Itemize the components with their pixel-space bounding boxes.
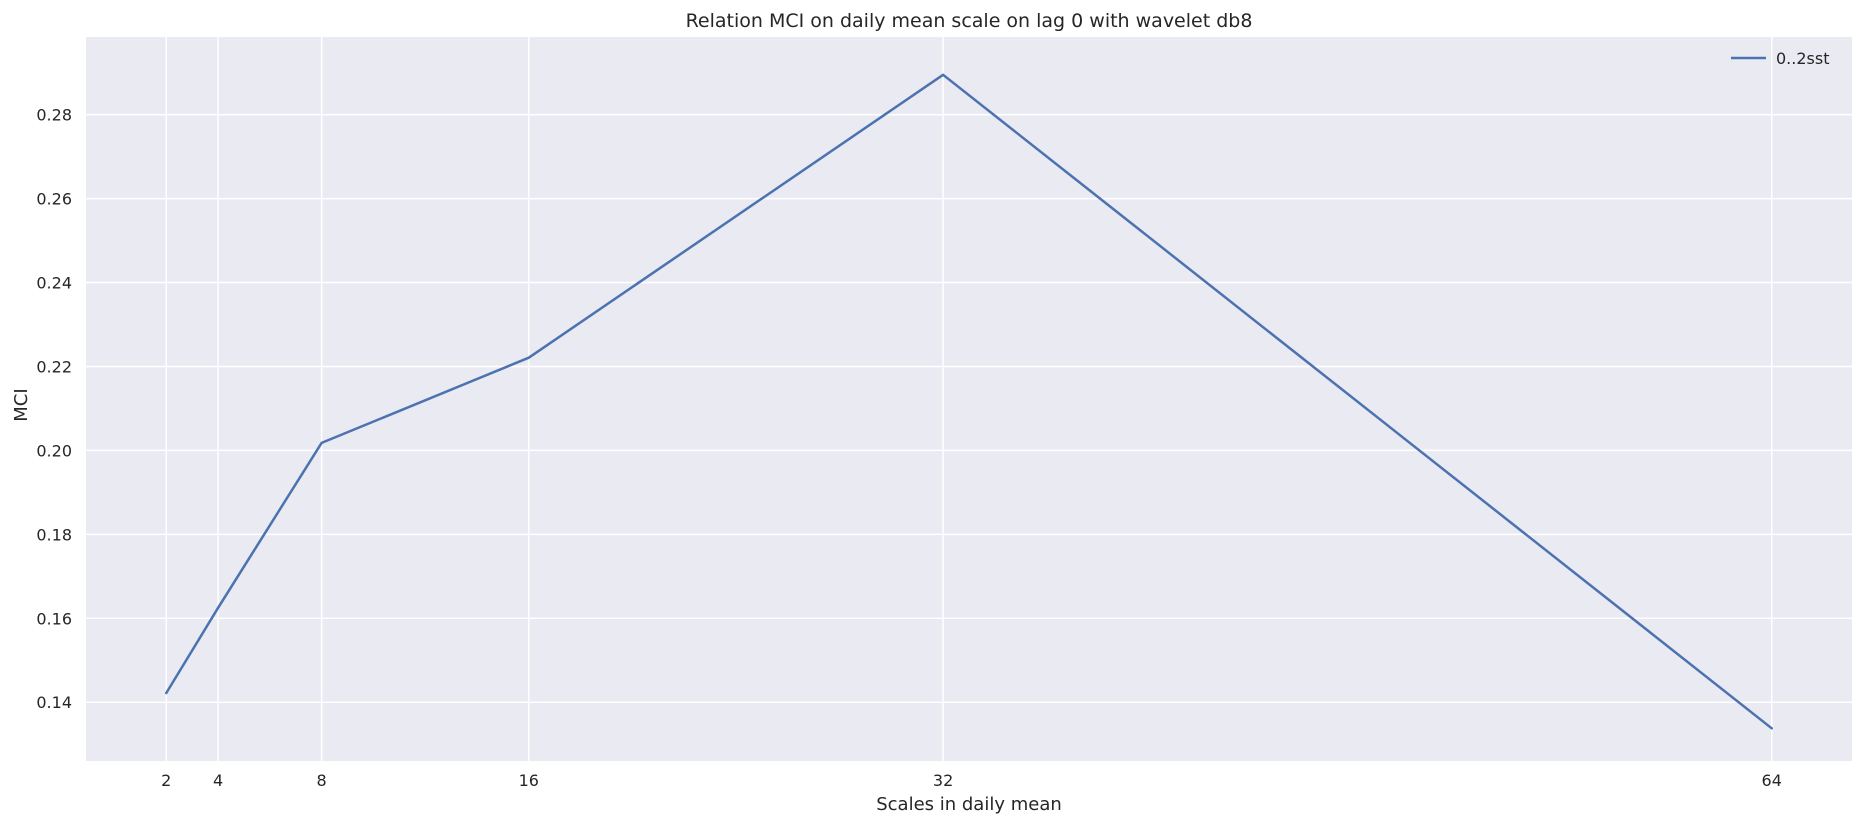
series-layer bbox=[165, 73, 1773, 730]
chart-title: Relation MCI on daily mean scale on lag … bbox=[686, 10, 1253, 32]
y-tick-label: 0.14 bbox=[36, 693, 72, 712]
plot-background bbox=[86, 37, 1852, 761]
legend: 0..2sst bbox=[1731, 49, 1829, 68]
x-tick-label: 4 bbox=[213, 771, 223, 790]
y-tick-label: 0.24 bbox=[36, 274, 72, 293]
grid-lines bbox=[86, 37, 1852, 761]
x-axis-label: Scales in daily mean bbox=[876, 794, 1062, 815]
y-tick-label: 0.16 bbox=[36, 609, 72, 628]
y-axis-label: MCI bbox=[11, 388, 32, 421]
tick-labels: 0.14 0.16 0.18 0.20 0.22 0.24 0.26 0.28 2 4 8 16 32 6… bbox=[36, 106, 1782, 790]
x-tick-label: 64 bbox=[1762, 771, 1782, 790]
x-tick-label: 2 bbox=[161, 771, 171, 790]
y-tick-label: 0.20 bbox=[36, 441, 72, 460]
x-tick-label: 32 bbox=[933, 771, 953, 790]
y-tick-label: 0.22 bbox=[36, 357, 72, 376]
y-tick-label: 0.18 bbox=[36, 525, 72, 544]
y-tick-label: 0.28 bbox=[36, 106, 72, 125]
y-tick-label: 0.26 bbox=[36, 190, 72, 209]
x-tick-label: 16 bbox=[519, 771, 539, 790]
legend-label: 0..2sst bbox=[1776, 49, 1829, 68]
x-tick-label: 8 bbox=[317, 771, 327, 790]
series-line bbox=[165, 73, 1773, 730]
